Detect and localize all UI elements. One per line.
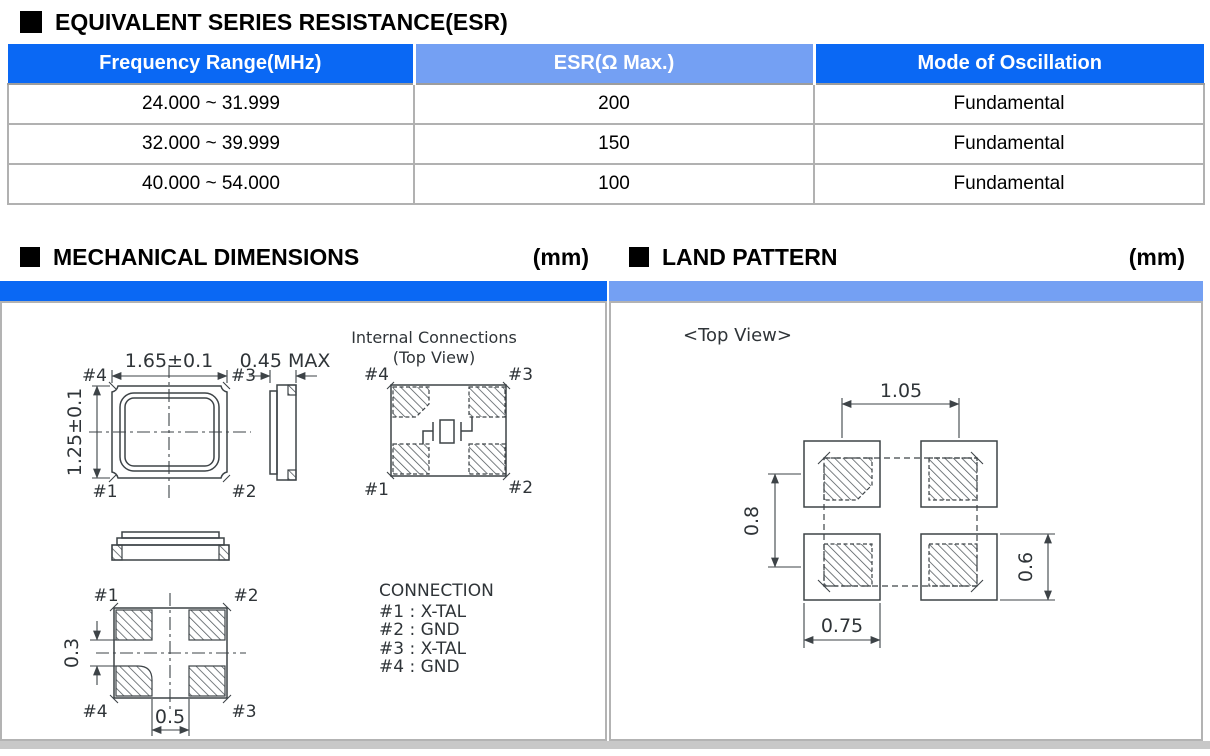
mechanical-unit-label: (mm) — [532, 243, 589, 270]
dim-package-width: 1.65±0.1 — [111, 350, 228, 383]
section-bullet-icon — [629, 247, 649, 267]
pin-label: #4 — [364, 365, 389, 385]
pad-pitch-h-label: 1.05 — [880, 380, 922, 402]
connection-item: #4 : GND — [379, 657, 460, 677]
land-pattern-drawing-panel: <Top View> — [609, 301, 1203, 741]
land-pattern-title-text: LAND PATTERN — [662, 243, 838, 270]
col-header-mode: Mode of Oscillation — [812, 44, 1204, 85]
dim-pad-width: 0.75 — [803, 603, 881, 648]
pin-label: #3 — [231, 366, 256, 386]
internal-connections-title: Internal Connections — [351, 328, 517, 347]
top-view-label: <Top View> — [683, 325, 792, 346]
mechanical-section-title: MECHANICAL DIMENSIONS (mm) — [0, 241, 607, 273]
esr-table: Frequency Range(MHz) ESR(Ω Max.) Mode of… — [7, 44, 1205, 205]
dim-package-thickness: 0.45 MAX — [240, 350, 331, 383]
cell-mode: Fundamental — [813, 83, 1205, 125]
esr-title-text: EQUIVALENT SERIES RESISTANCE(ESR) — [55, 8, 508, 35]
pin-label: #1 — [92, 482, 117, 502]
table-row: 40.000 ~ 54.000 100 Fundamental — [7, 163, 1205, 205]
package-thickness-label: 0.45 MAX — [240, 350, 331, 372]
mechanical-drawing-panel: 1.65±0.1 1.25±0.1 #4 #3 #1 #2 — [0, 301, 607, 741]
section-bullet-icon — [20, 247, 40, 267]
connection-item: #2 : GND — [379, 620, 460, 640]
dim-package-height: 1.25±0.1 — [64, 385, 110, 479]
land-pattern-unit-label: (mm) — [1128, 243, 1185, 270]
pin-label: #3 — [231, 702, 256, 722]
pad-width-label: 0.75 — [821, 615, 863, 637]
package-height-label: 1.25±0.1 — [64, 388, 86, 476]
col-header-frequency-range: Frequency Range(MHz) — [8, 44, 414, 85]
page-bottom-divider — [0, 741, 1210, 749]
crystal-symbol — [422, 417, 473, 444]
pin-label: #1 — [364, 480, 389, 500]
cell-frequency-range: 32.000 ~ 39.999 — [7, 123, 415, 165]
cell-mode: Fundamental — [813, 123, 1205, 165]
mechanical-title-text: MECHANICAL DIMENSIONS — [53, 243, 360, 270]
col-header-esr-max: ESR(Ω Max.) — [412, 44, 814, 85]
package-side-view: 0.45 MAX — [240, 350, 331, 481]
connection-list: CONNECTION #1 : X-TAL #2 : GND #3 : X-TA… — [379, 581, 494, 677]
connection-title: CONNECTION — [379, 581, 494, 601]
pad-gap-v-label: 0.3 — [61, 638, 83, 668]
cell-esr-value: 100 — [413, 163, 815, 205]
pin-label: #2 — [233, 586, 258, 606]
land-pattern-drawing: <Top View> — [683, 325, 1055, 648]
mechanical-drawing: 1.65±0.1 1.25±0.1 #4 #3 #1 #2 — [61, 328, 533, 736]
pin-label: #4 — [82, 702, 107, 722]
dim-pad-gap-horizontal: 0.5 — [151, 699, 190, 736]
pin-label: #4 — [82, 366, 107, 386]
internal-connections-diagram: Internal Connections (Top View) — [351, 328, 533, 500]
pad-gap-h-label: 0.5 — [155, 706, 185, 728]
cell-frequency-range: 40.000 ~ 54.000 — [7, 163, 415, 205]
dim-pad-pitch-vertical: 0.8 — [741, 473, 801, 568]
package-bottom-view: 0.3 0.5 #1 #2 #4 #3 — [61, 586, 259, 736]
section-bullet-icon — [20, 11, 42, 33]
mechanical-dimensions-section: MECHANICAL DIMENSIONS (mm) — [0, 241, 607, 741]
cell-esr-value: 150 — [413, 123, 815, 165]
land-pattern-section-title: LAND PATTERN (mm) — [609, 241, 1203, 273]
land-pattern-section: LAND PATTERN (mm) <Top View> — [609, 241, 1203, 741]
dim-pad-pitch-horizontal: 1.05 — [841, 380, 960, 438]
land-pattern-blue-bar — [609, 281, 1203, 301]
pin-label: #3 — [508, 365, 533, 385]
cell-frequency-range: 24.000 ~ 31.999 — [7, 83, 415, 125]
pin-label: #1 — [93, 586, 118, 606]
land-pads — [803, 440, 998, 601]
pad-pitch-v-label: 0.8 — [741, 506, 763, 536]
esr-section-title: EQUIVALENT SERIES RESISTANCE(ESR) — [0, 0, 1210, 44]
mechanical-blue-bar — [0, 281, 607, 301]
pin-label: #2 — [508, 478, 533, 498]
cell-mode: Fundamental — [813, 163, 1205, 205]
cell-esr-value: 200 — [413, 83, 815, 125]
package-top-view: 1.65±0.1 1.25±0.1 #4 #3 #1 #2 — [64, 350, 257, 502]
package-width-label: 1.65±0.1 — [125, 350, 213, 372]
connection-item: #3 : X-TAL — [379, 639, 467, 659]
connection-item: #1 : X-TAL — [379, 602, 467, 622]
pad-height-label: 0.6 — [1015, 552, 1037, 582]
dim-pad-gap-vertical: 0.3 — [61, 621, 116, 685]
pin-label: #2 — [231, 482, 256, 502]
internal-connections-subtitle: (Top View) — [393, 348, 476, 367]
esr-table-header-row: Frequency Range(MHz) ESR(Ω Max.) Mode of… — [8, 44, 1204, 85]
table-row: 24.000 ~ 31.999 200 Fundamental — [7, 83, 1205, 125]
table-row: 32.000 ~ 39.999 150 Fundamental — [7, 123, 1205, 165]
dim-pad-height: 0.6 — [1000, 533, 1055, 601]
package-side-profile — [111, 531, 230, 561]
